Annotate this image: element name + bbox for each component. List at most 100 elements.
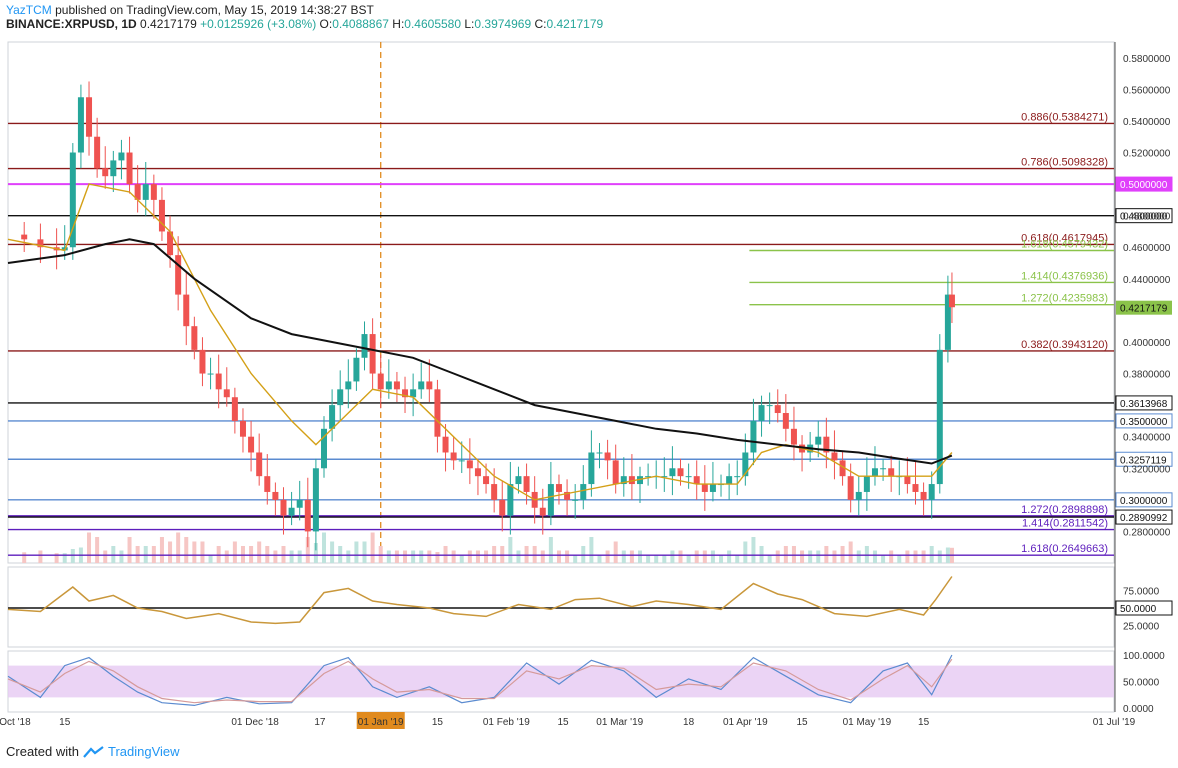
tradingview-brand[interactable]: TradingView bbox=[83, 744, 180, 759]
price-levels: 0.886(0.5384271) 0.786(0.5098328) 0.500000… bbox=[8, 111, 1173, 556]
candle-body bbox=[564, 491, 571, 500]
volume-bar bbox=[127, 537, 132, 563]
candle-body bbox=[134, 184, 141, 200]
price-level-tag-text: 0.3000000 bbox=[1120, 496, 1168, 507]
x-tick: 17 bbox=[314, 717, 326, 728]
volume-bar bbox=[872, 550, 877, 563]
price-tick: 0.3400000 bbox=[1123, 433, 1171, 444]
highlight-date-box bbox=[356, 712, 405, 729]
rsi-ref-tag bbox=[1115, 600, 1173, 616]
volume-bar bbox=[305, 537, 310, 563]
volume-bar bbox=[54, 553, 59, 563]
tradingview-logo-icon bbox=[83, 745, 104, 758]
candle-body bbox=[766, 405, 773, 407]
price-level-tag-text: 0.5000000 bbox=[1120, 180, 1168, 191]
candle-body bbox=[750, 420, 757, 453]
volume-bar bbox=[313, 543, 318, 563]
tradingview-label: TradingView bbox=[107, 744, 180, 759]
ma-line-ema bbox=[7, 183, 953, 501]
volume-bar bbox=[905, 550, 910, 563]
candle-body bbox=[555, 484, 562, 492]
volume-bar bbox=[419, 550, 424, 563]
volume-bar bbox=[427, 550, 432, 563]
candle-body bbox=[223, 389, 230, 398]
candle-body bbox=[645, 476, 652, 478]
volume-bar bbox=[168, 541, 173, 563]
volume-bar bbox=[184, 537, 189, 563]
volume-bar bbox=[767, 555, 772, 563]
volume-bar bbox=[467, 550, 472, 563]
candle-body bbox=[167, 231, 174, 256]
footer: Created with TradingView bbox=[6, 744, 180, 759]
candle-body bbox=[21, 234, 28, 240]
x-tick: 01 Feb '19 bbox=[483, 717, 530, 728]
author-name[interactable]: YazTCM bbox=[6, 3, 52, 17]
volume-bar bbox=[103, 550, 108, 563]
volume-bar bbox=[897, 555, 902, 563]
candle-body bbox=[944, 294, 951, 350]
volume-bar bbox=[322, 532, 326, 563]
candle-body bbox=[855, 491, 862, 500]
price-level-tag-text: 0.4800000 bbox=[1120, 212, 1168, 223]
volume-bar bbox=[475, 550, 480, 563]
volume-bar bbox=[119, 550, 124, 563]
high-value: 0.4605580 bbox=[404, 17, 462, 31]
current-price-tag bbox=[1116, 300, 1172, 315]
volume-bar bbox=[435, 552, 440, 563]
publish-text: published on TradingView.com, May 15, 20… bbox=[55, 3, 374, 17]
candle-body bbox=[912, 484, 919, 492]
stoch-band bbox=[8, 665, 1114, 698]
price-tick: 0.5400000 bbox=[1123, 117, 1171, 128]
rsi-pane: 50.0000 75.0000 25.0000 bbox=[7, 576, 1173, 633]
volume-bar bbox=[613, 541, 618, 563]
price-level-tag bbox=[1115, 413, 1173, 429]
volume-bar bbox=[662, 555, 667, 563]
candle-body bbox=[142, 184, 149, 200]
volume-bar bbox=[889, 550, 894, 563]
fib-level-label: 1.414(0.2811542) bbox=[1022, 518, 1108, 530]
candle-body bbox=[402, 389, 409, 398]
volume-bar bbox=[208, 555, 213, 563]
volume-bar bbox=[370, 532, 375, 563]
price-tick: 0.2800000 bbox=[1123, 527, 1171, 538]
volume-bar bbox=[459, 555, 464, 563]
open-label: O: bbox=[319, 17, 333, 31]
candle-body bbox=[118, 152, 125, 161]
volume-bar bbox=[330, 541, 335, 563]
volume-bar bbox=[654, 555, 659, 563]
volume-bar bbox=[727, 550, 732, 563]
volume-bar bbox=[629, 550, 634, 563]
candle-body bbox=[515, 476, 522, 485]
volume-bar bbox=[751, 537, 756, 563]
candle-body bbox=[588, 452, 595, 485]
candle-body bbox=[353, 357, 360, 382]
candle-body bbox=[410, 389, 417, 398]
candle-body bbox=[920, 491, 927, 500]
price-level-tag bbox=[1115, 509, 1173, 525]
candle-body bbox=[94, 136, 101, 169]
fib-level-label: 1.618(0.4579432) bbox=[1021, 238, 1108, 250]
candle-body bbox=[207, 373, 214, 375]
volume-bar bbox=[800, 550, 805, 563]
price-level-tag bbox=[1115, 451, 1173, 467]
volume-bar bbox=[386, 550, 391, 563]
change-value: +0.0125926 (+3.08%) bbox=[200, 17, 317, 31]
candle-body bbox=[483, 476, 490, 485]
stoch-pane: 100.0000 50.0000 0.0000 bbox=[7, 651, 1165, 715]
candle-body bbox=[677, 468, 684, 477]
x-tick: 15 bbox=[432, 717, 444, 728]
ma-line-ma bbox=[7, 238, 953, 465]
candle-body bbox=[620, 476, 627, 485]
stoch-d-line bbox=[7, 658, 953, 704]
candle-body bbox=[507, 484, 514, 516]
price-level-tag bbox=[1115, 492, 1173, 508]
volume-bar bbox=[273, 550, 278, 563]
candle-body bbox=[823, 436, 830, 453]
candle-body bbox=[248, 436, 255, 453]
volume-bar bbox=[710, 550, 715, 563]
candle-body bbox=[102, 168, 109, 177]
candle-body bbox=[126, 152, 133, 185]
candle-body bbox=[158, 199, 165, 232]
candle-body bbox=[426, 381, 433, 390]
